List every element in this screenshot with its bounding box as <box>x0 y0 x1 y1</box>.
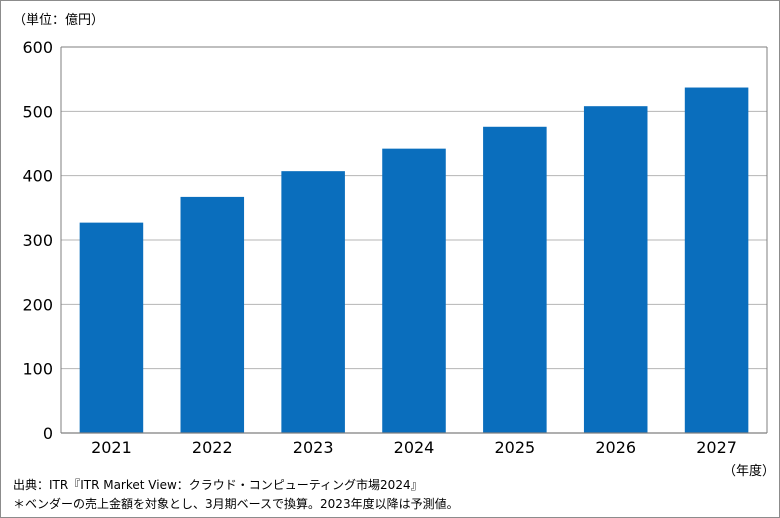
y-tick-label-300: 300 <box>22 231 53 250</box>
footnote: ＊ベンダーの売上金額を対象とし、3月期ベースで換算。2023年度以降は予測値。 <box>13 497 459 511</box>
y-tick-label-100: 100 <box>22 360 53 379</box>
x-tick-label-2021: 2021 <box>91 438 132 457</box>
y-tick-label-0: 0 <box>43 424 53 443</box>
bar-2022 <box>180 196 245 433</box>
y-tick-label-600: 600 <box>22 38 53 57</box>
x-tick-label-2025: 2025 <box>494 438 535 457</box>
x-axis-unit-label: （年度） <box>723 464 776 479</box>
x-tick-label-2022: 2022 <box>192 438 233 457</box>
y-tick-label-200: 200 <box>22 295 53 314</box>
x-tick-label-2023: 2023 <box>293 438 334 457</box>
x-tick-label-2026: 2026 <box>595 438 636 457</box>
x-tick-label-2027: 2027 <box>696 438 737 457</box>
bar-2024 <box>382 148 446 433</box>
bar-2026 <box>583 106 648 433</box>
unit-label: （単位：億円） <box>13 13 105 28</box>
bar-2027 <box>684 87 749 433</box>
y-tick-label-500: 500 <box>22 102 53 121</box>
bar-2025 <box>483 126 547 434</box>
bar-2023 <box>281 171 345 433</box>
bar-2021 <box>79 222 144 433</box>
x-tick-label-2024: 2024 <box>394 438 435 457</box>
source-note: 出典：ITR『ITR Market View：クラウド・コンピューティング市場2… <box>13 478 423 492</box>
y-tick-label-400: 400 <box>22 167 53 186</box>
